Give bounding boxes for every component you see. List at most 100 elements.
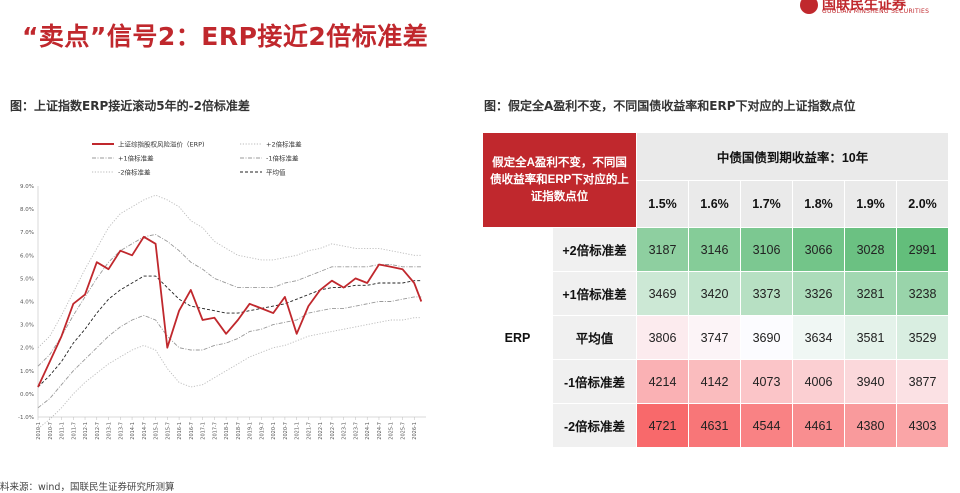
legend-label: -1倍标准差 xyxy=(266,154,299,163)
x-tick-label: 2014-7 xyxy=(142,422,148,440)
x-tick-label: 2017-1 xyxy=(201,422,207,440)
x-tick-label: 2013-1 xyxy=(107,422,113,440)
x-tick-label: 2023-1 xyxy=(342,422,348,440)
index-value-cell: 3634 xyxy=(792,315,846,360)
index-value-cell: 4721 xyxy=(636,403,690,448)
index-value-cell: 3373 xyxy=(740,271,794,316)
y-tick-label: 2.0% xyxy=(20,346,34,352)
series-line-2 xyxy=(37,234,422,367)
series-line-3 xyxy=(37,296,422,409)
index-value-cell: 3238 xyxy=(896,271,950,316)
logo-subtext: GUOLIAN MINSHENG SECURITIES xyxy=(822,8,930,15)
x-tick-label: 2013-7 xyxy=(118,422,124,440)
x-tick-label: 2024-1 xyxy=(365,422,371,440)
yield-header: 1.9% xyxy=(844,180,898,228)
x-tick-label: 2012-1 xyxy=(83,422,89,440)
x-tick-label: 2021-1 xyxy=(295,422,301,440)
x-tick-label: 2023-7 xyxy=(353,422,359,440)
x-tick-label: 2011-7 xyxy=(71,422,77,440)
erp-line-chart: 9.0% 8.0% 7.0% 6.0% 5.0% 4.0% 3.0% 2.0% 1.0% 0.0%… xyxy=(18,140,426,440)
x-tick-label: 2019-7 xyxy=(259,422,265,440)
row-label: +1倍标准差 xyxy=(551,271,638,316)
x-tick-label: 2019-1 xyxy=(248,422,254,440)
x-tick-label: 2022-7 xyxy=(330,422,336,440)
index-value-cell: 4461 xyxy=(792,403,846,448)
y-tick-label: 9.0% xyxy=(20,184,34,190)
index-value-cell: 4073 xyxy=(740,359,794,404)
slide-title: “卖点”信号2：ERP接近2倍标准差 xyxy=(22,22,429,51)
series-line-5 xyxy=(37,275,422,388)
x-tick-label: 2011-1 xyxy=(60,422,66,440)
company-logo: 国联民生证券 GUOLIAN MINSHENG SECURITIES xyxy=(784,0,960,18)
row-label: +2倍标准差 xyxy=(551,227,638,272)
index-value-cell: 4544 xyxy=(740,403,794,448)
x-tick-label: 2010-1 xyxy=(36,422,42,440)
legend-label: +1倍标准差 xyxy=(118,154,154,163)
legend-label: 上证综指股权风险溢价（ERP) xyxy=(118,140,205,149)
erp-group-label: ERP xyxy=(482,227,553,448)
index-value-cell: 3326 xyxy=(792,271,846,316)
row-label: -1倍标准差 xyxy=(551,359,638,404)
index-value-cell: 3877 xyxy=(896,359,950,404)
y-tick-label: 1.0% xyxy=(20,369,34,375)
index-value-cell: 3806 xyxy=(636,315,690,360)
x-tick-label: 2018-1 xyxy=(224,422,230,440)
index-value-cell: 3106 xyxy=(740,227,794,272)
index-value-cell: 3146 xyxy=(688,227,742,272)
x-tick-label: 2025-7 xyxy=(400,422,406,440)
yield-header: 1.6% xyxy=(688,180,742,228)
index-value-cell: 3420 xyxy=(688,271,742,316)
index-value-cell: 4631 xyxy=(688,403,742,448)
row-label: 平均值 xyxy=(551,315,638,360)
x-tick-label: 2012-7 xyxy=(95,422,101,440)
index-value-cell: 4006 xyxy=(792,359,846,404)
index-value-cell: 3581 xyxy=(844,315,898,360)
source-note: 料来源：wind，国联民生证券研究所测算 xyxy=(0,482,175,493)
index-value-cell: 3690 xyxy=(740,315,794,360)
y-tick-label: -1.0% xyxy=(18,415,34,421)
y-tick-label: 8.0% xyxy=(20,207,34,213)
index-value-cell: 4142 xyxy=(688,359,742,404)
y-tick-label: 0.0% xyxy=(20,392,34,398)
x-tick-label: 2017-7 xyxy=(212,422,218,440)
index-value-cell: 4303 xyxy=(896,403,950,448)
x-tick-label: 2014-1 xyxy=(130,422,136,440)
series-line-4 xyxy=(37,317,422,429)
yield-header: 1.5% xyxy=(636,180,690,228)
index-level-table: 假定全A盈利不变，不同国债收益率和ERP下对应的上证指数点位 中债国债到期收益率：… xyxy=(481,131,950,448)
y-tick-label: 7.0% xyxy=(20,230,34,236)
x-tick-label: 2020-7 xyxy=(283,422,289,440)
table-corner-label: 假定全A盈利不变，不同国债收益率和ERP下对应的上证指数点位 xyxy=(481,132,638,228)
index-value-cell: 3747 xyxy=(688,315,742,360)
x-tick-label: 2025-1 xyxy=(389,422,395,440)
x-tick-label: 2010-7 xyxy=(48,422,54,440)
y-tick-label: 3.0% xyxy=(20,323,34,329)
legend-label: -2倍标准差 xyxy=(118,168,151,177)
series-line-0 xyxy=(37,235,423,388)
x-tick-label: 2024-7 xyxy=(377,422,383,440)
x-tick-label: 2015-1 xyxy=(154,422,160,440)
table-header-title: 中债国债到期收益率：10年 xyxy=(636,131,950,182)
yield-header: 1.7% xyxy=(740,180,794,228)
series-line-1 xyxy=(37,194,422,349)
index-value-cell: 3066 xyxy=(792,227,846,272)
x-tick-label: 2016-1 xyxy=(177,422,183,440)
x-tick-label: 2015-7 xyxy=(165,422,171,440)
x-tick-label: 2022-1 xyxy=(318,422,324,440)
right-panel-title: 图：假定全A盈利不变，不同国债收益率和ERP下对应的上证指数点位 xyxy=(484,99,856,113)
index-value-cell: 3187 xyxy=(636,227,690,272)
index-value-cell: 3469 xyxy=(636,271,690,316)
index-value-cell: 3940 xyxy=(844,359,898,404)
x-tick-label: 2021-7 xyxy=(306,422,312,440)
legend-label: +2倍标准差 xyxy=(266,140,302,149)
x-tick-label: 2016-7 xyxy=(189,422,195,440)
yield-header: 1.8% xyxy=(792,180,846,228)
y-tick-label: 5.0% xyxy=(20,276,34,282)
left-panel-title: 图：上证指数ERP接近滚动5年的-2倍标准差 xyxy=(10,99,250,113)
x-tick-label: 2018-7 xyxy=(236,422,242,440)
index-value-cell: 2991 xyxy=(896,227,950,272)
y-tick-label: 6.0% xyxy=(20,253,34,259)
logo-icon xyxy=(800,0,818,14)
legend-label: 平均值 xyxy=(266,168,286,177)
index-value-cell: 4380 xyxy=(844,403,898,448)
